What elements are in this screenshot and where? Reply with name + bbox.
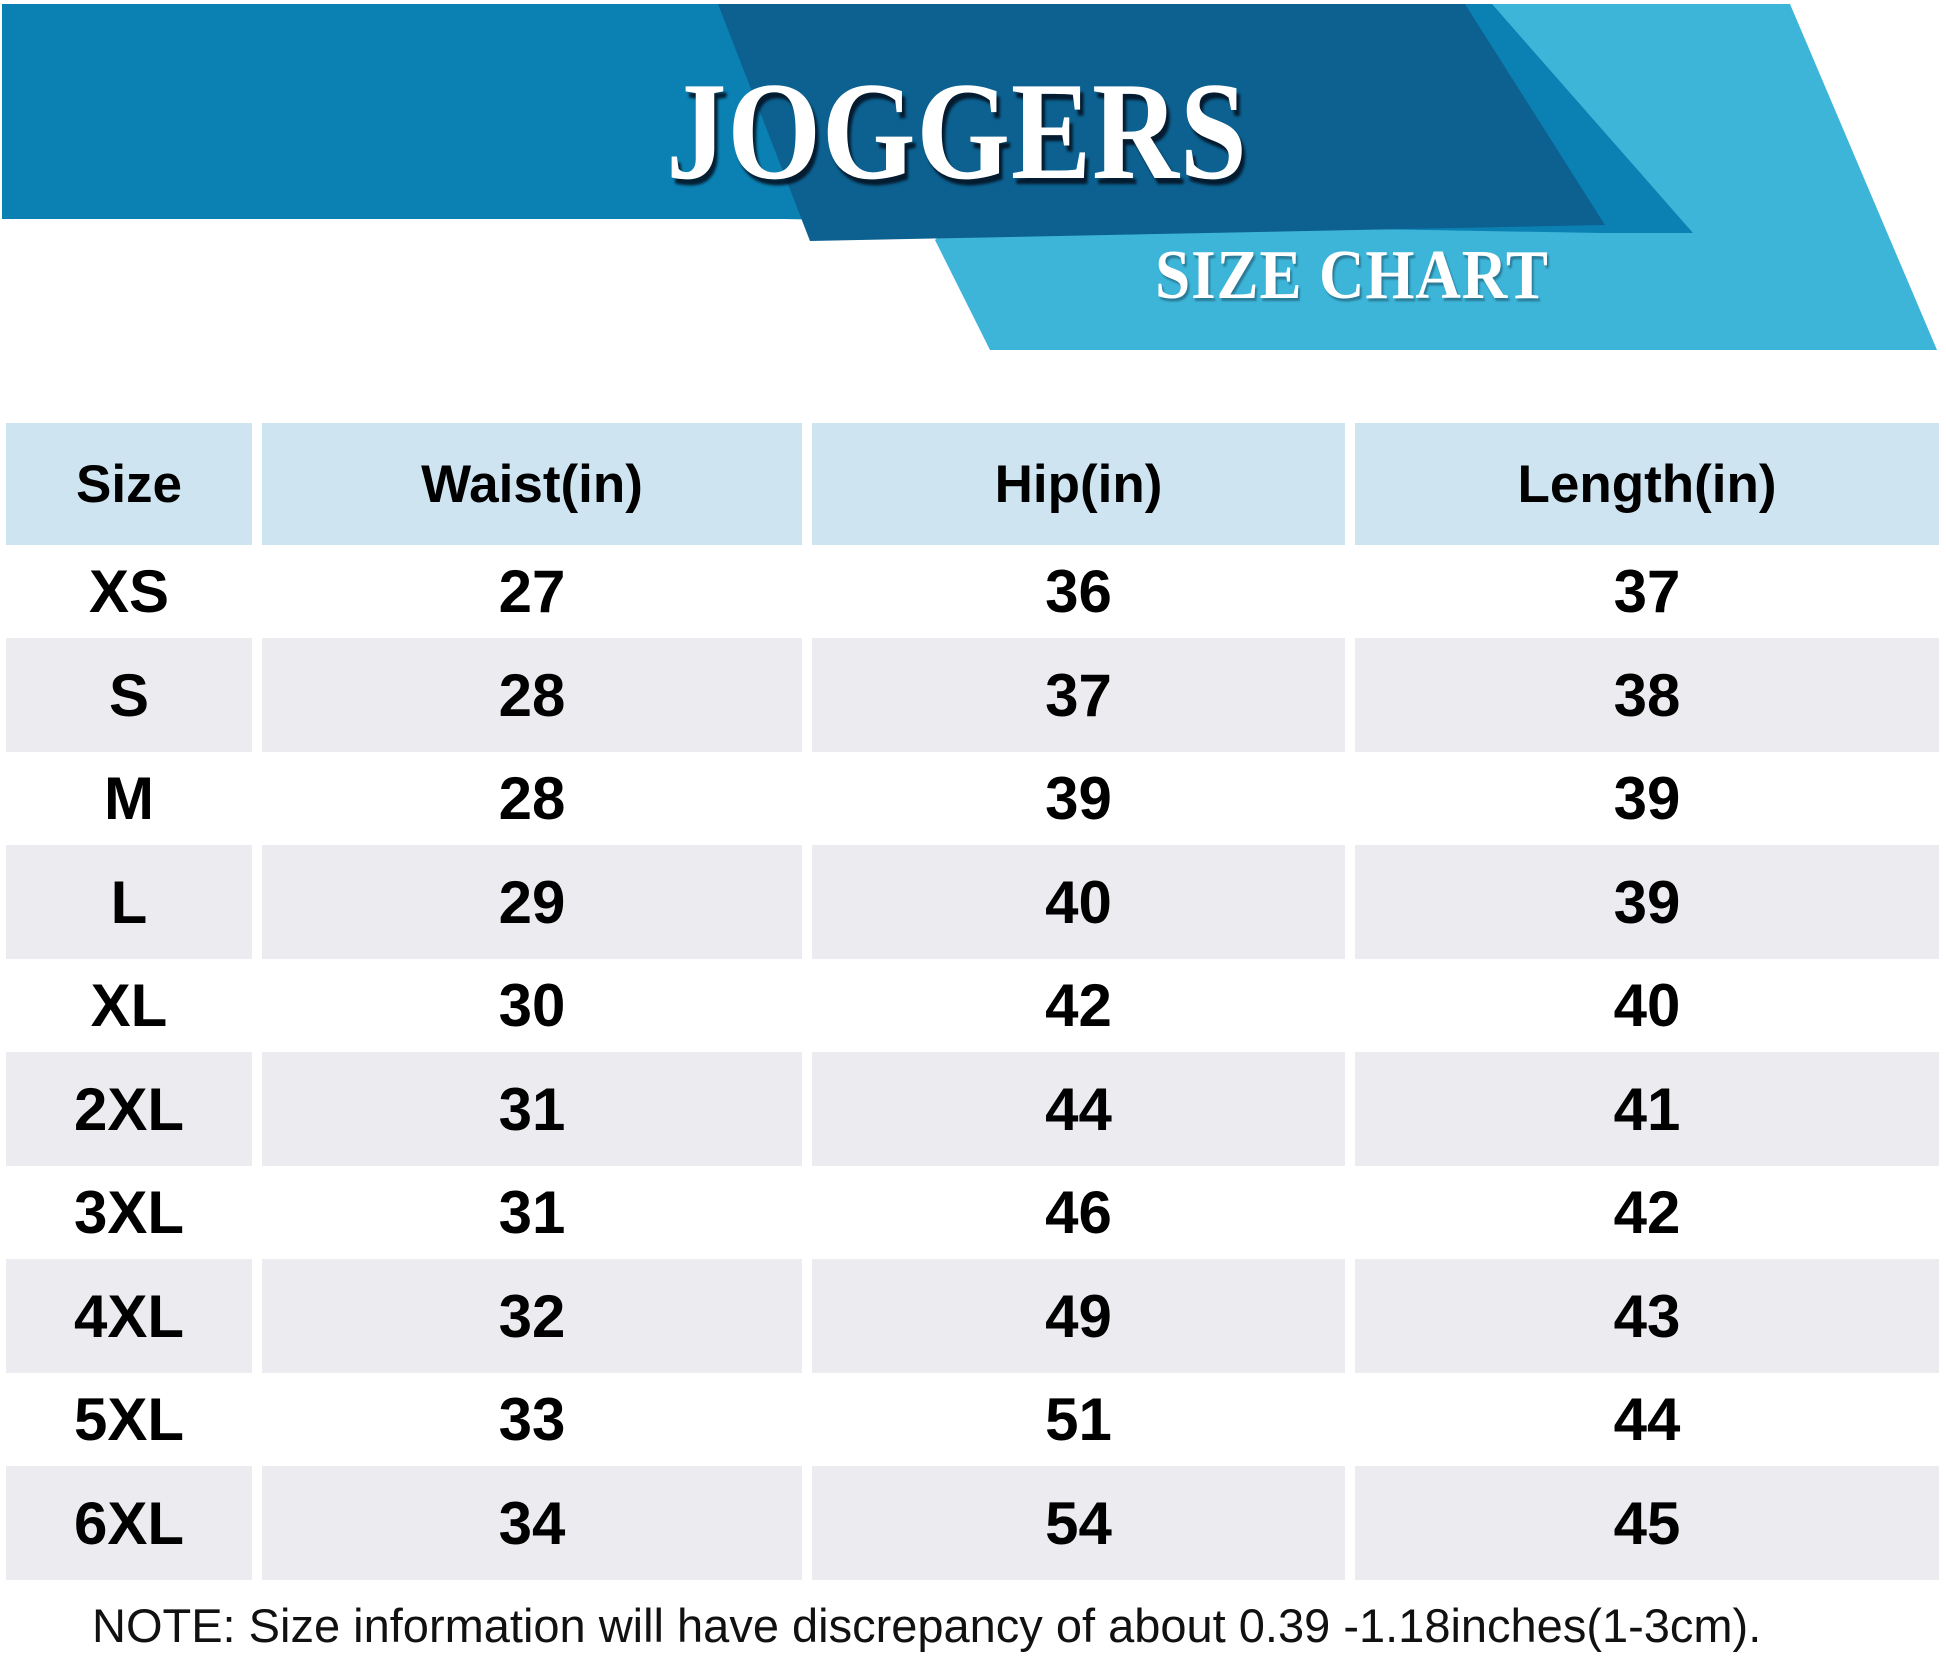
table-cell-waist: 31 xyxy=(262,1166,802,1259)
table-cell-length: 39 xyxy=(1355,845,1939,959)
table-cell-length: 43 xyxy=(1355,1259,1939,1373)
table-cell-size: XL xyxy=(6,959,252,1052)
table-cell-hip: 51 xyxy=(812,1373,1345,1466)
table-cell-hip: 49 xyxy=(812,1259,1345,1373)
table-cell-length: 40 xyxy=(1355,959,1939,1052)
table-cell-waist: 28 xyxy=(262,638,802,752)
table-cell-waist: 28 xyxy=(262,752,802,845)
table-cell-hip: 44 xyxy=(812,1052,1345,1166)
table-cell-size: 6XL xyxy=(6,1466,252,1580)
table-cell-waist: 34 xyxy=(262,1466,802,1580)
column-header-waist: Waist(in) xyxy=(262,423,802,545)
table-cell-size: L xyxy=(6,845,252,959)
table-cell-waist: 31 xyxy=(262,1052,802,1166)
table-cell-waist: 33 xyxy=(262,1373,802,1466)
page-subtitle: SIZE CHART xyxy=(1155,237,1549,314)
note-text: NOTE: Size information will have discrep… xyxy=(92,1599,1762,1652)
table-cell-hip: 46 xyxy=(812,1166,1345,1259)
column-header-length: Length(in) xyxy=(1355,423,1939,545)
table-cell-size: 4XL xyxy=(6,1259,252,1373)
table-cell-hip: 36 xyxy=(812,545,1345,638)
table-cell-length: 42 xyxy=(1355,1166,1939,1259)
table-cell-hip: 40 xyxy=(812,845,1345,959)
table-cell-length: 41 xyxy=(1355,1052,1939,1166)
table-cell-waist: 29 xyxy=(262,845,802,959)
table-cell-length: 45 xyxy=(1355,1466,1939,1580)
table-cell-waist: 27 xyxy=(262,545,802,638)
banner-shapes xyxy=(2,4,1937,350)
table-cell-length: 39 xyxy=(1355,752,1939,845)
table-cell-hip: 54 xyxy=(812,1466,1345,1580)
table-cell-size: 5XL xyxy=(6,1373,252,1466)
table-cell-length: 38 xyxy=(1355,638,1939,752)
table-cell-hip: 37 xyxy=(812,638,1345,752)
table-cell-waist: 30 xyxy=(262,959,802,1052)
table-cell-length: 44 xyxy=(1355,1373,1939,1466)
table-cell-hip: 39 xyxy=(812,752,1345,845)
table-cell-size: M xyxy=(6,752,252,845)
column-header-hip: Hip(in) xyxy=(812,423,1345,545)
table-cell-size: 2XL xyxy=(6,1052,252,1166)
table-cell-size: S xyxy=(6,638,252,752)
table-cell-size: 3XL xyxy=(6,1166,252,1259)
table-cell-hip: 42 xyxy=(812,959,1345,1052)
banner-shape-dark xyxy=(718,4,1605,241)
table-cell-size: XS xyxy=(6,545,252,638)
page-title: JOGGERS xyxy=(666,54,1248,209)
column-header-size: Size xyxy=(6,423,252,545)
size-table: Size Waist(in) Hip(in) Length(in) XS 27 … xyxy=(6,423,1939,1580)
table-cell-waist: 32 xyxy=(262,1259,802,1373)
header-banner: JOGGERS SIZE CHART xyxy=(0,0,1946,380)
table-cell-length: 37 xyxy=(1355,545,1939,638)
